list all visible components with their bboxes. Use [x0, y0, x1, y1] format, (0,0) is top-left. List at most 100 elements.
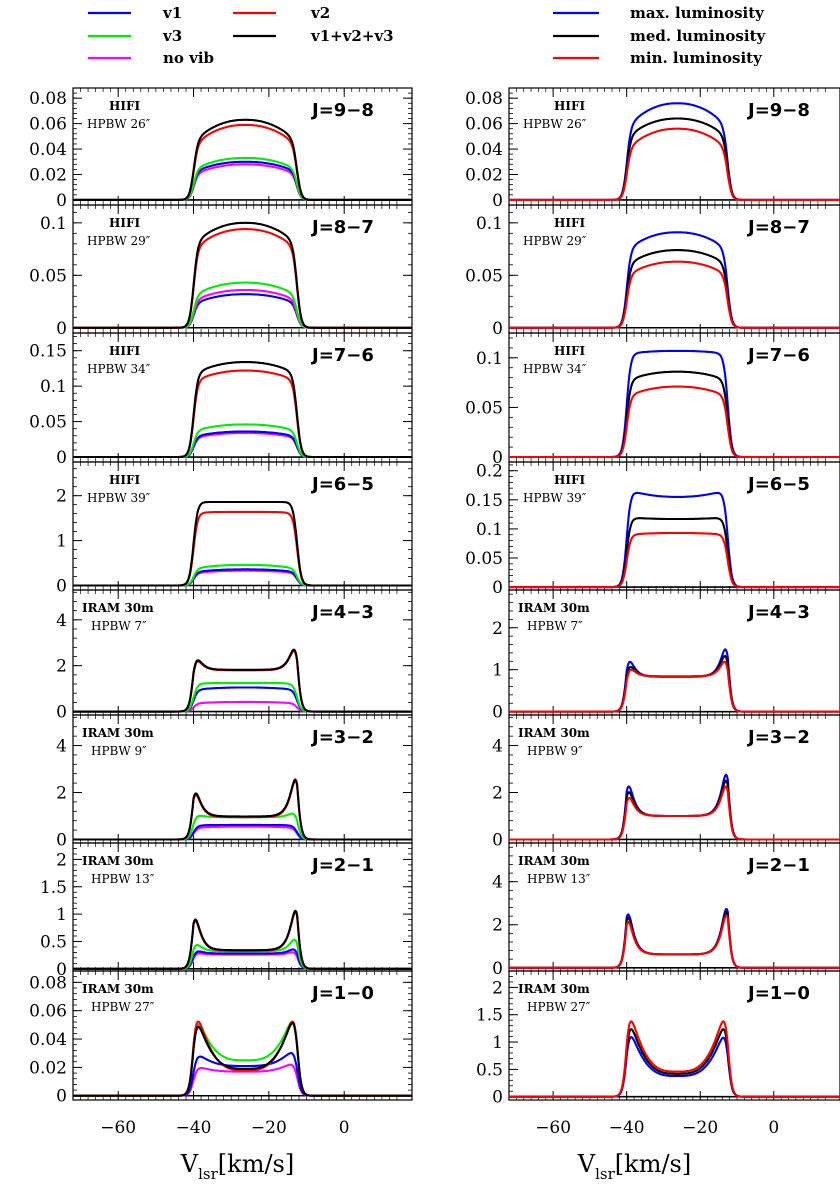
y-tick-label: 2: [56, 784, 67, 804]
x-tick-label: −20: [251, 1118, 287, 1138]
series-v3: [72, 563, 413, 587]
series-v1: [72, 686, 413, 713]
transition-label: J=6−5: [746, 474, 810, 495]
panel-J76: 0 0.05 0.1 HIFI HPBW 34″ J=7−6: [465, 332, 840, 468]
hpbw-label: HPBW 7″: [91, 619, 147, 633]
legend-label: med. luminosity: [630, 27, 767, 45]
hpbw-label: HPBW 34″: [87, 362, 151, 376]
y-tick-label: 0: [492, 578, 503, 598]
x-tick-label: −40: [609, 1118, 645, 1138]
panel-J87: 0 0.05 0.1 HIFI HPBW 29″ J=8−7: [465, 204, 840, 339]
y-tick-label: 4: [56, 737, 67, 757]
y-tick-label: 0: [492, 1088, 503, 1108]
series-v3: [72, 1020, 413, 1097]
hpbw-label: HPBW 29″: [523, 234, 587, 248]
y-tick-label: 1.5: [476, 1006, 503, 1026]
x-tick-label: 0: [768, 1118, 779, 1138]
y-tick-label: 4: [492, 737, 503, 757]
y-tick-label: 0.06: [29, 115, 67, 135]
series-v2: [72, 779, 413, 841]
transition-label: J=8−7: [310, 217, 374, 238]
series-novib: [72, 431, 413, 459]
series-v1: [72, 160, 413, 201]
legend-item-max: max. luminosity: [553, 4, 765, 22]
y-tick-label: 0: [492, 319, 503, 339]
x-axis-label-sub: lsr: [595, 1165, 615, 1183]
transition-label: J=3−2: [310, 727, 374, 748]
y-tick-label: 4: [492, 873, 503, 893]
legend-label: v2: [310, 4, 330, 22]
hpbw-label: HPBW 13″: [91, 872, 155, 886]
series-v3: [72, 423, 413, 459]
transition-label: J=4−3: [746, 602, 810, 623]
x-tick-label: 0: [339, 1118, 350, 1138]
panel-J21: 0 2 4 IRAM 30m HPBW 13″ J=2−1: [492, 842, 840, 979]
panel-J43: 0 2 4 IRAM 30m HPBW 7″ J=4−3: [56, 589, 413, 723]
series-v2: [72, 1020, 413, 1097]
series-med: [508, 517, 840, 589]
y-tick-label: 0.05: [465, 398, 503, 418]
y-tick-label: 0.05: [29, 413, 67, 433]
y-tick-label: 0: [56, 960, 67, 980]
legend-item-med: med. luminosity: [553, 27, 767, 45]
y-tick-label: 2: [492, 916, 503, 936]
instrument-label: IRAM 30m: [82, 854, 154, 868]
legend-item-novib: no vib: [88, 49, 214, 67]
y-tick-label: 0.02: [29, 165, 67, 185]
y-tick-label: 0: [492, 448, 503, 468]
transition-label: J=4−3: [310, 602, 374, 623]
series-min: [508, 127, 840, 201]
series-sum: [72, 1021, 413, 1097]
instrument-label: IRAM 30m: [518, 854, 590, 868]
series-max: [508, 773, 840, 841]
transition-label: J=7−6: [310, 345, 374, 366]
y-tick-label: 0.08: [465, 89, 503, 109]
series-sum: [72, 500, 413, 587]
y-tick-label: 1: [492, 1033, 503, 1053]
y-tick-label: 2: [56, 487, 67, 507]
series-min: [508, 785, 840, 841]
transition-label: J=1−0: [310, 983, 374, 1004]
panel-J98: 0 0.02 0.04 0.06 0.08 HIFI HPBW 26″ J=9−8: [465, 87, 840, 211]
series-max: [508, 1035, 840, 1098]
legend-item-min: min. luminosity: [553, 49, 763, 67]
instrument-label: IRAM 30m: [518, 601, 590, 615]
hpbw-label: HPBW 27″: [527, 1000, 591, 1014]
panel-J65: 0 1 2 HIFI HPBW 39″ J=6−5: [56, 461, 413, 597]
y-tick-label: 2: [56, 657, 67, 677]
y-tick-label: 0.1: [476, 520, 503, 540]
series-min: [508, 914, 840, 969]
x-tick-label: −40: [176, 1118, 212, 1138]
instrument-label: HIFI: [554, 99, 585, 113]
panel-J32: 0 2 4 IRAM 30m HPBW 9″ J=3−2: [56, 714, 413, 850]
y-tick-label: 0.04: [29, 140, 67, 160]
hpbw-label: HPBW 39″: [523, 491, 587, 505]
y-tick-label: 0.5: [40, 932, 67, 952]
y-tick-label: 2: [492, 978, 503, 998]
series-med: [508, 779, 840, 841]
series-sum: [72, 118, 413, 201]
y-tick-label: 0: [492, 830, 503, 850]
y-tick-label: 0.06: [29, 1002, 67, 1022]
x-axis-label-unit: [km/s]: [218, 1150, 294, 1178]
y-tick-label: 0.06: [465, 115, 503, 135]
panel-frame: [508, 970, 840, 1101]
x-tick-label: −20: [682, 1118, 718, 1138]
instrument-label: HIFI: [109, 344, 140, 358]
series-min: [508, 260, 840, 329]
hpbw-label: HPBW 26″: [523, 117, 587, 131]
series-novib: [72, 951, 413, 970]
series-novib: [72, 569, 413, 587]
series-min: [508, 385, 840, 459]
y-tick-label: 0: [56, 830, 67, 850]
panel-J43: 0 1 2 IRAM 30m HPBW 7″ J=4−3: [492, 589, 840, 723]
series-max: [508, 908, 840, 969]
transition-label: J=3−2: [746, 727, 810, 748]
transition-label: J=6−5: [310, 474, 374, 495]
series-novib: [72, 825, 413, 841]
series-med: [508, 1028, 840, 1098]
transition-label: J=8−7: [746, 217, 810, 238]
x-axis-label-main: V: [180, 1150, 199, 1178]
y-tick-label: 0.2: [476, 462, 503, 482]
